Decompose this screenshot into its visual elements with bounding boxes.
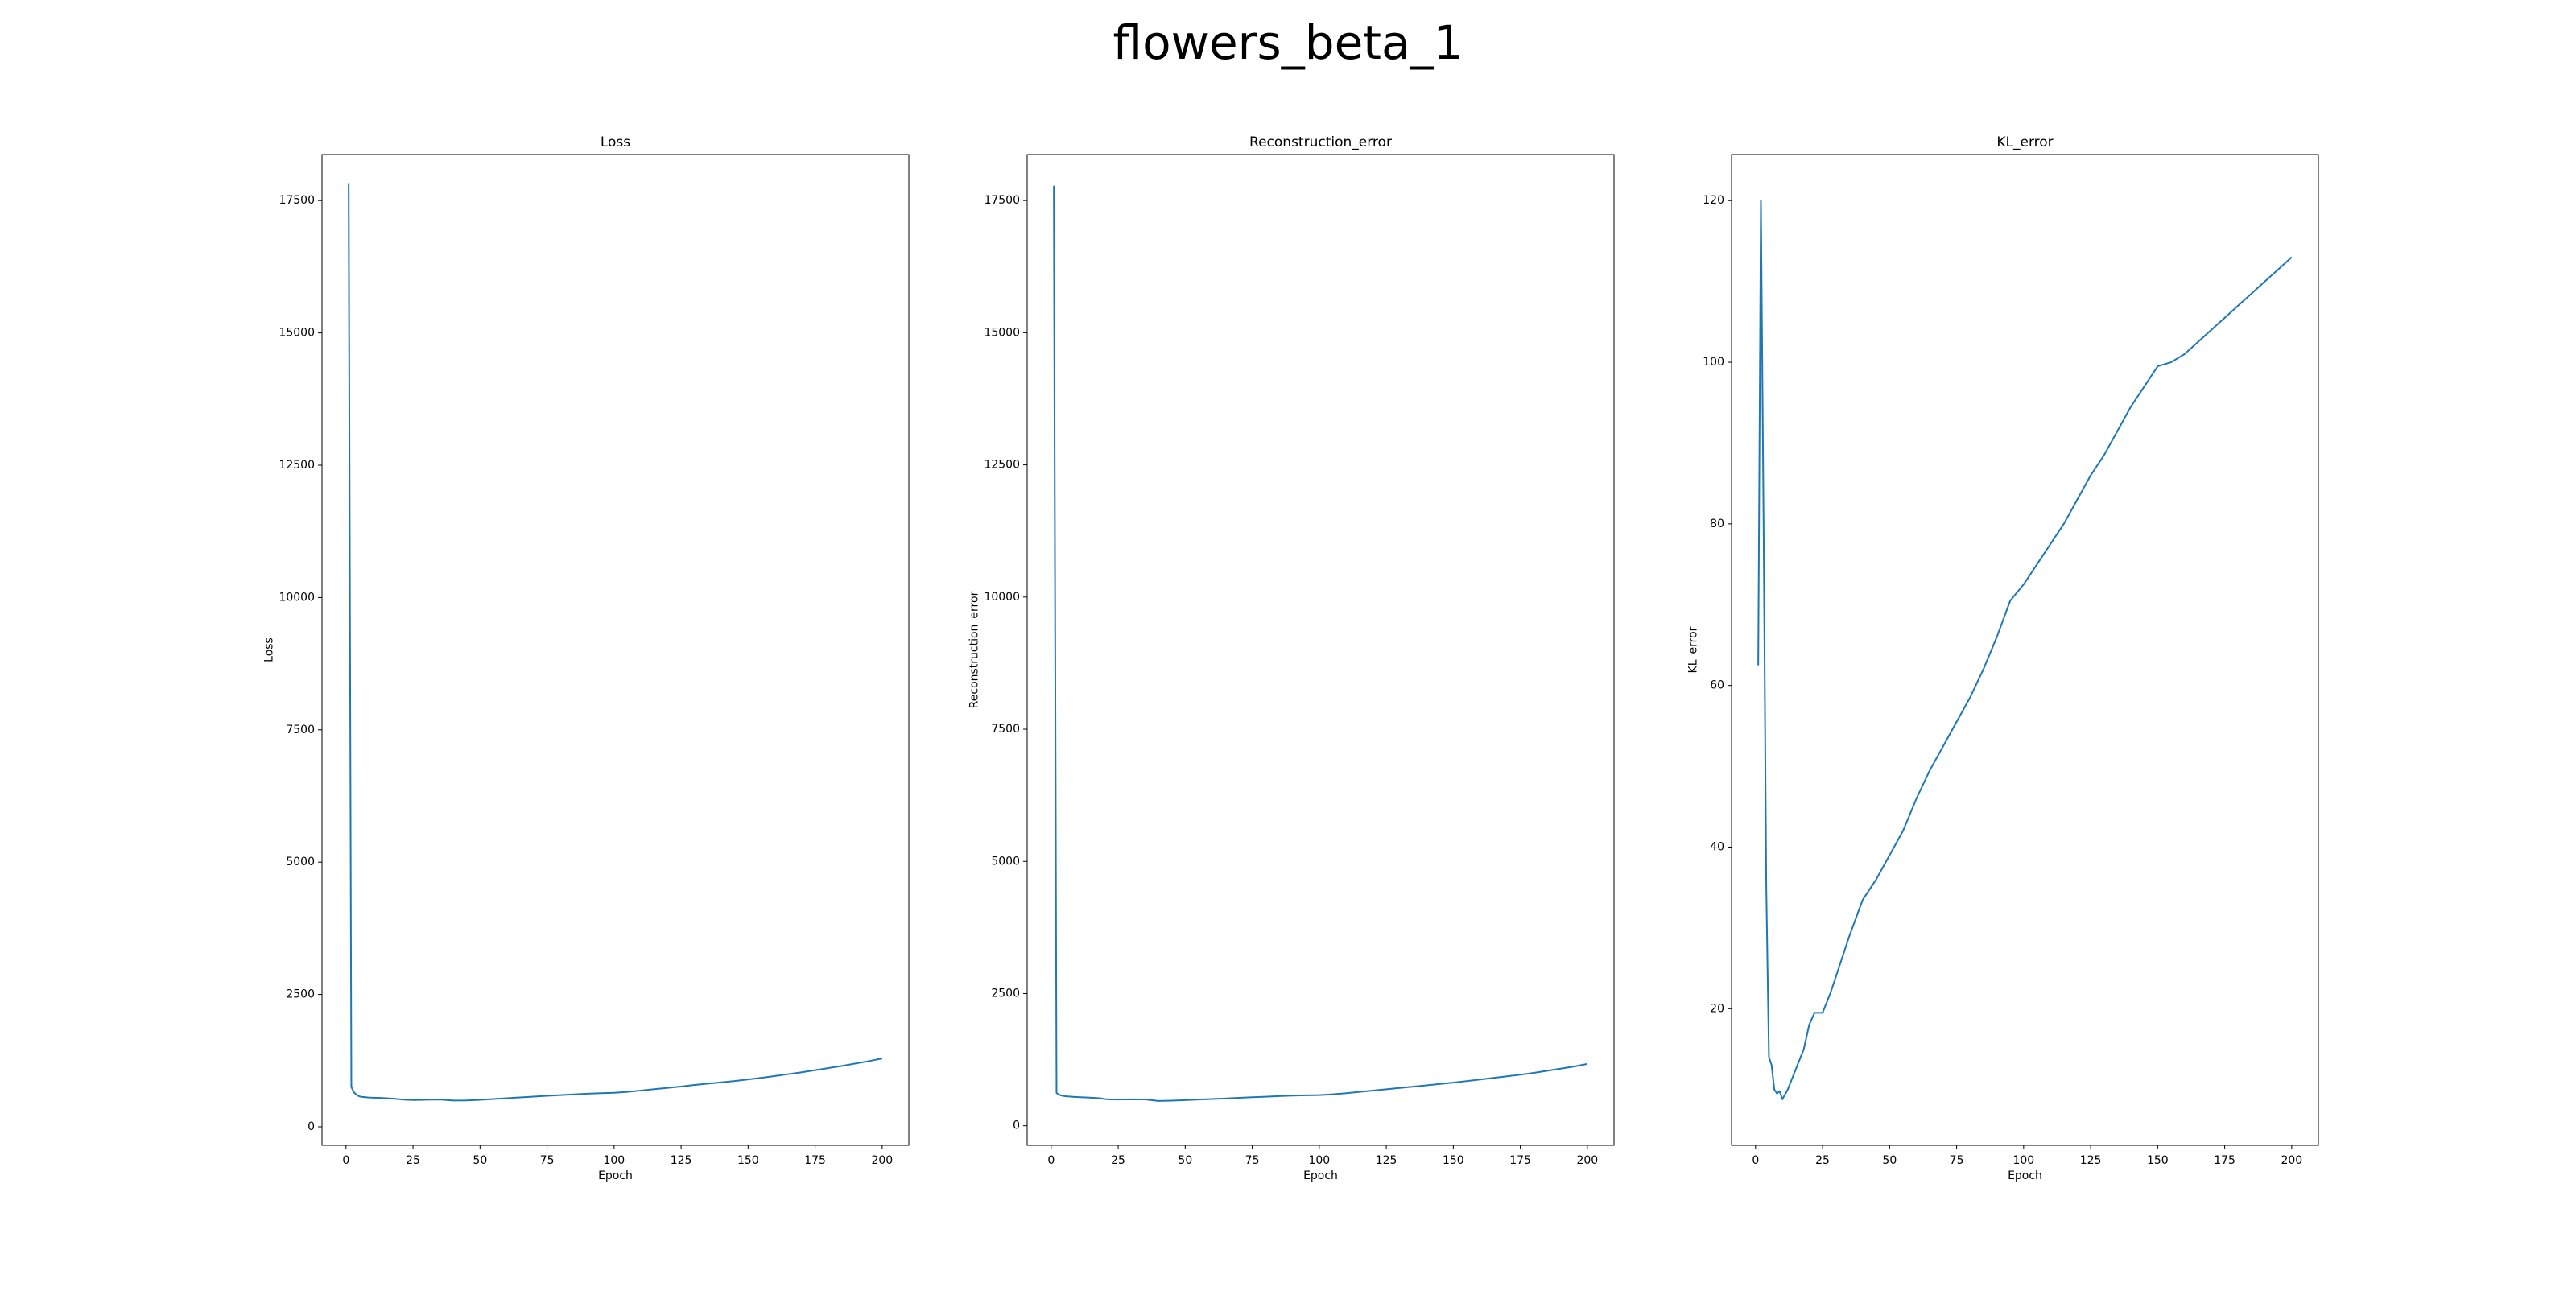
axes-title: Loss <box>601 134 630 151</box>
x-tick-label: 0 <box>342 1154 349 1167</box>
y-tick-label: 0 <box>1013 1120 1020 1132</box>
x-tick-label: 125 <box>671 1154 692 1167</box>
y-tick-label: 7500 <box>991 723 1020 736</box>
y-tick-label: 80 <box>1710 518 1724 530</box>
axes-frame <box>1026 154 1615 1146</box>
x-tick-label: 25 <box>406 1154 420 1167</box>
y-tick-label: 20 <box>1710 1002 1724 1015</box>
x-tick-label: 25 <box>1815 1154 1830 1167</box>
y-axis-label: KL_error <box>1686 626 1699 673</box>
x-tick-label: 125 <box>2080 1154 2102 1167</box>
x-tick-label: 175 <box>2214 1154 2235 1167</box>
y-tick-label: 12500 <box>984 459 1020 472</box>
y-tick-label: 40 <box>1710 840 1724 853</box>
y-tick-label: 5000 <box>286 856 315 868</box>
y-tick-label: 17500 <box>984 194 1020 207</box>
y-axis-label: Reconstruction_error <box>968 591 980 708</box>
data-line <box>1053 185 1588 1102</box>
x-tick-label: 75 <box>540 1154 555 1167</box>
x-tick-label: 175 <box>1509 1154 1531 1167</box>
data-line <box>348 183 883 1102</box>
x-axis-label: Epoch <box>598 1169 633 1182</box>
figure-title: flowers_beta_1 <box>1113 15 1463 70</box>
x-tick-label: 50 <box>1178 1154 1192 1167</box>
axes: 0 25 50 75 100 125 150 175 200 0 2500 5000 7500 10000… <box>968 134 1615 1182</box>
x-tick-label: 150 <box>2147 1154 2169 1167</box>
x-tick-label: 0 <box>1047 1154 1055 1167</box>
x-tick-label: 100 <box>2013 1154 2034 1167</box>
x-axis-label: Epoch <box>2008 1169 2042 1182</box>
y-tick-label: 2500 <box>991 987 1020 1000</box>
x-tick-label: 25 <box>1111 1154 1125 1167</box>
axes: 0 25 50 75 100 125 150 175 200 0 2500 5000 7500 10000… <box>262 134 910 1182</box>
y-tick-label: 5000 <box>991 855 1020 868</box>
axes-frame <box>321 154 910 1146</box>
axes-frame <box>1731 154 2319 1146</box>
x-tick-label: 50 <box>473 1154 487 1167</box>
x-tick-label: 125 <box>1376 1154 1397 1167</box>
y-tick-label: 15000 <box>984 326 1020 339</box>
x-tick-label: 150 <box>1443 1154 1464 1167</box>
x-tick-label: 75 <box>1245 1154 1260 1167</box>
x-tick-label: 75 <box>1950 1154 1964 1167</box>
y-tick-label: 2500 <box>286 988 315 1001</box>
y-tick-label: 7500 <box>286 724 315 736</box>
x-axis-label: Epoch <box>1303 1169 1338 1182</box>
y-tick-label: 10000 <box>279 591 315 604</box>
y-tick-label: 15000 <box>279 327 315 340</box>
y-tick-label: 12500 <box>279 459 315 472</box>
axes-title: Reconstruction_error <box>1249 134 1392 151</box>
y-axis-label: Loss <box>262 637 275 662</box>
x-tick-label: 200 <box>871 1154 893 1167</box>
y-tick-label: 0 <box>308 1120 315 1133</box>
x-tick-label: 175 <box>804 1154 826 1167</box>
y-tick-label: 120 <box>1703 194 1724 207</box>
axes-title: KL_error <box>1996 134 2053 151</box>
data-line <box>1757 200 2293 1100</box>
x-tick-label: 100 <box>1308 1154 1330 1167</box>
x-tick-label: 50 <box>1882 1154 1897 1167</box>
y-tick-label: 10000 <box>984 591 1020 604</box>
x-tick-label: 200 <box>2281 1154 2302 1167</box>
x-tick-label: 100 <box>603 1154 625 1167</box>
y-tick-label: 17500 <box>279 194 315 207</box>
x-tick-label: 150 <box>737 1154 759 1167</box>
axes: 0 25 50 75 100 125 150 175 200 20 40 60 80 100 120 KL_e… <box>1686 134 2319 1182</box>
x-tick-label: 0 <box>1752 1154 1759 1167</box>
y-tick-label: 60 <box>1710 679 1724 692</box>
y-tick-label: 100 <box>1703 356 1724 369</box>
x-tick-label: 200 <box>1576 1154 1598 1167</box>
